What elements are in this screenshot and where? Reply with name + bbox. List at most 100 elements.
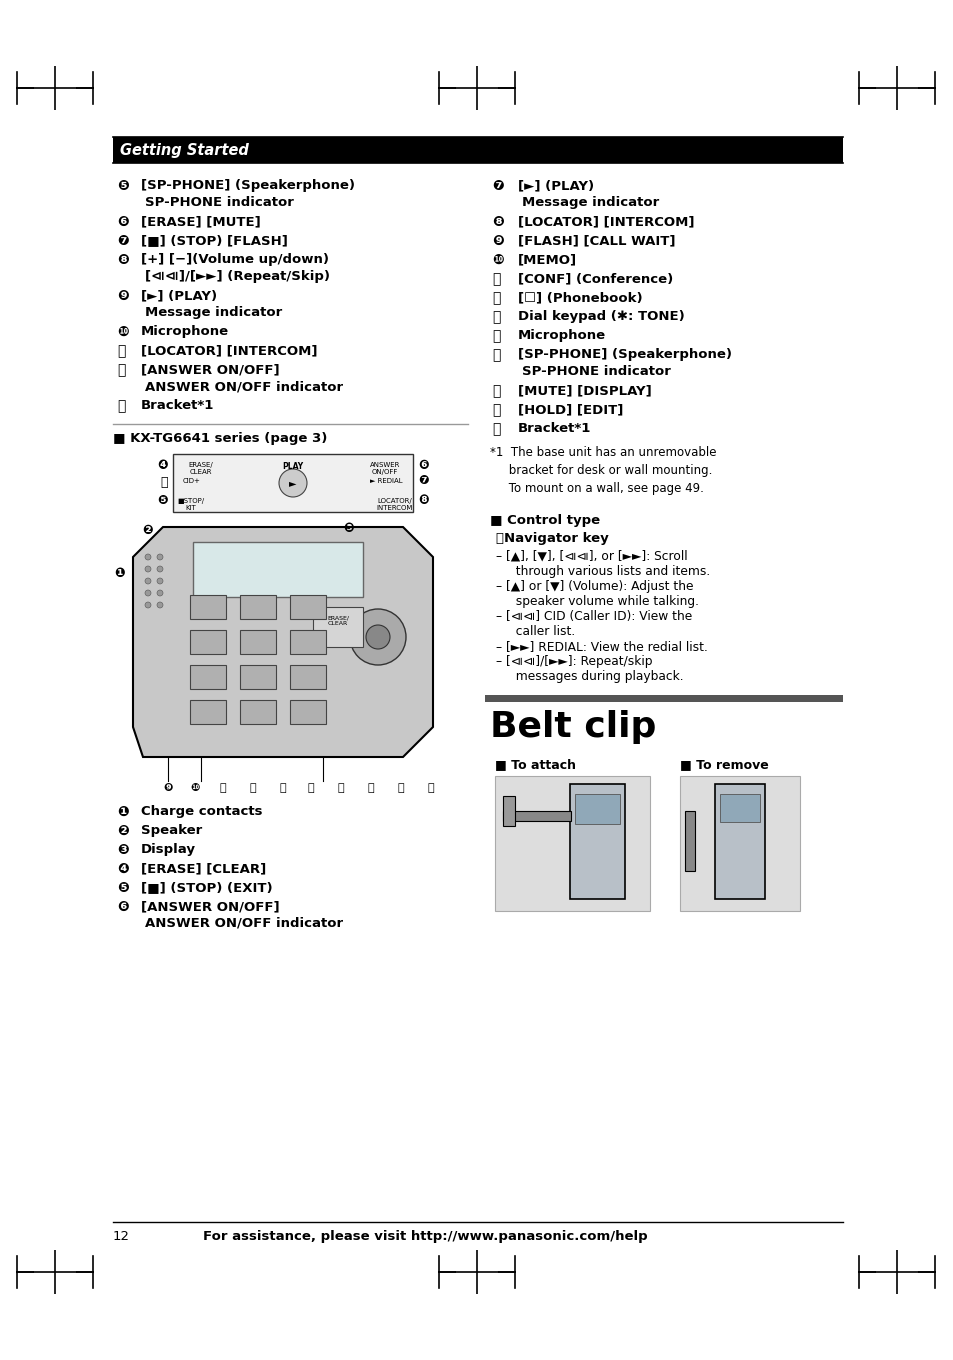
Text: Speaker: Speaker bbox=[141, 824, 202, 836]
Text: ⓱: ⓱ bbox=[492, 403, 500, 418]
Text: Microphone: Microphone bbox=[517, 329, 605, 341]
Text: [MUTE] [DISPLAY]: [MUTE] [DISPLAY] bbox=[517, 384, 651, 397]
Text: ⓫: ⓫ bbox=[219, 783, 226, 793]
Bar bbox=[313, 607, 363, 647]
Text: ANSWER
ON/OFF: ANSWER ON/OFF bbox=[370, 462, 399, 475]
Text: ❷: ❷ bbox=[142, 524, 152, 537]
Bar bbox=[484, 695, 842, 702]
Text: Bracket*1: Bracket*1 bbox=[141, 398, 214, 412]
Text: ⓮: ⓮ bbox=[308, 783, 314, 793]
Bar bbox=[290, 630, 326, 654]
Text: ❼: ❼ bbox=[117, 234, 129, 248]
Text: ❾: ❾ bbox=[492, 234, 503, 248]
Circle shape bbox=[350, 609, 406, 665]
Circle shape bbox=[145, 554, 151, 560]
Text: [MEMO]: [MEMO] bbox=[517, 253, 577, 267]
Text: – [⧏⧏]/[►►]: Repeat/skip: – [⧏⧏]/[►►]: Repeat/skip bbox=[496, 656, 652, 668]
Text: ❻: ❻ bbox=[417, 460, 428, 472]
Text: CID+: CID+ bbox=[183, 477, 201, 484]
Text: ❹: ❹ bbox=[157, 460, 168, 472]
Text: [⧏⧏]/[►►] (Repeat/Skip): [⧏⧏]/[►►] (Repeat/Skip) bbox=[145, 271, 330, 283]
Text: [+] [−](Volume up/down): [+] [−](Volume up/down) bbox=[141, 253, 329, 267]
Text: ERASE/
CLEAR: ERASE/ CLEAR bbox=[189, 462, 213, 475]
Text: ⓭: ⓭ bbox=[492, 310, 500, 324]
Bar bbox=[240, 665, 275, 690]
Bar bbox=[190, 596, 226, 619]
Bar bbox=[290, 700, 326, 724]
Bar bbox=[575, 794, 619, 824]
Polygon shape bbox=[132, 526, 433, 758]
Text: ❾: ❾ bbox=[163, 783, 172, 793]
Bar bbox=[190, 700, 226, 724]
Text: ⓬: ⓬ bbox=[117, 363, 125, 377]
Bar bbox=[502, 811, 571, 821]
Text: ⓮: ⓮ bbox=[492, 329, 500, 343]
Bar bbox=[290, 665, 326, 690]
Circle shape bbox=[278, 469, 307, 496]
Text: ⓫: ⓫ bbox=[492, 272, 500, 286]
Text: 12: 12 bbox=[112, 1229, 130, 1243]
Text: messages during playback.: messages during playback. bbox=[507, 670, 683, 683]
Text: ❿: ❿ bbox=[190, 783, 199, 793]
Text: Ⓐ: Ⓐ bbox=[160, 476, 168, 490]
Text: [ANSWER ON/OFF]: [ANSWER ON/OFF] bbox=[141, 363, 279, 375]
Text: [►] (PLAY): [►] (PLAY) bbox=[141, 290, 217, 302]
Text: ⓰: ⓰ bbox=[492, 384, 500, 398]
Text: ⓰: ⓰ bbox=[367, 783, 374, 793]
Text: ⓬: ⓬ bbox=[250, 783, 256, 793]
Bar bbox=[502, 796, 515, 826]
Text: ⓫: ⓫ bbox=[117, 344, 125, 358]
Circle shape bbox=[145, 578, 151, 583]
Text: ■ Control type: ■ Control type bbox=[490, 514, 599, 526]
Bar bbox=[714, 783, 764, 899]
Text: ⓭: ⓭ bbox=[279, 783, 286, 793]
Text: [SP-PHONE] (Speakerphone): [SP-PHONE] (Speakerphone) bbox=[517, 348, 731, 360]
Text: [ERASE] [MUTE]: [ERASE] [MUTE] bbox=[141, 215, 260, 228]
Text: ANSWER ON/OFF indicator: ANSWER ON/OFF indicator bbox=[145, 379, 343, 393]
Text: [HOLD] [EDIT]: [HOLD] [EDIT] bbox=[517, 403, 622, 416]
Text: [SP-PHONE] (Speakerphone): [SP-PHONE] (Speakerphone) bbox=[141, 180, 355, 192]
Bar bbox=[569, 783, 624, 899]
Text: ❼: ❼ bbox=[417, 475, 428, 487]
Text: For assistance, please visit http://www.panasonic.com/help: For assistance, please visit http://www.… bbox=[203, 1229, 647, 1243]
Text: *1  The base unit has an unremovable
     bracket for desk or wall mounting.
   : *1 The base unit has an unremovable brac… bbox=[490, 446, 716, 495]
Text: Display: Display bbox=[141, 843, 195, 855]
Text: ❿: ❿ bbox=[492, 253, 503, 267]
Text: ⓯: ⓯ bbox=[492, 348, 500, 362]
Text: caller list.: caller list. bbox=[507, 626, 575, 638]
Bar bbox=[720, 794, 760, 821]
Circle shape bbox=[145, 566, 151, 573]
Circle shape bbox=[145, 590, 151, 596]
Text: [ANSWER ON/OFF]: [ANSWER ON/OFF] bbox=[141, 900, 279, 913]
Text: Bracket*1: Bracket*1 bbox=[517, 422, 591, 435]
Text: ■ To remove: ■ To remove bbox=[679, 758, 768, 771]
Text: ►: ► bbox=[289, 477, 296, 488]
Text: ❶: ❶ bbox=[117, 805, 129, 819]
Bar bbox=[193, 543, 363, 597]
Bar bbox=[240, 700, 275, 724]
Text: ❸: ❸ bbox=[343, 522, 354, 534]
Text: [LOCATOR] [INTERCOM]: [LOCATOR] [INTERCOM] bbox=[141, 344, 317, 356]
Text: [CONF] (Conference): [CONF] (Conference) bbox=[517, 272, 673, 286]
Text: ❾: ❾ bbox=[117, 290, 129, 303]
Text: ■STOP/
KIT: ■STOP/ KIT bbox=[177, 498, 204, 511]
Text: Microphone: Microphone bbox=[141, 325, 229, 339]
Text: ❽: ❽ bbox=[417, 494, 428, 507]
Bar bbox=[495, 777, 649, 911]
Text: SP-PHONE indicator: SP-PHONE indicator bbox=[521, 364, 670, 378]
Text: ► REDIAL: ► REDIAL bbox=[370, 477, 402, 484]
Text: ❺: ❺ bbox=[157, 494, 168, 507]
Circle shape bbox=[366, 626, 390, 649]
Bar bbox=[240, 596, 275, 619]
Circle shape bbox=[157, 590, 163, 596]
Text: ⒶNavigator key: ⒶNavigator key bbox=[496, 532, 608, 545]
Text: [FLASH] [CALL WAIT]: [FLASH] [CALL WAIT] bbox=[517, 234, 675, 248]
Text: [☐] (Phonebook): [☐] (Phonebook) bbox=[517, 291, 642, 305]
Bar bbox=[290, 596, 326, 619]
Text: SP-PHONE indicator: SP-PHONE indicator bbox=[145, 196, 294, 209]
Text: ■ KX-TG6641 series (page 3): ■ KX-TG6641 series (page 3) bbox=[112, 432, 327, 445]
Circle shape bbox=[157, 602, 163, 608]
Circle shape bbox=[157, 554, 163, 560]
Text: ⓬: ⓬ bbox=[492, 291, 500, 305]
Bar bbox=[684, 811, 695, 870]
